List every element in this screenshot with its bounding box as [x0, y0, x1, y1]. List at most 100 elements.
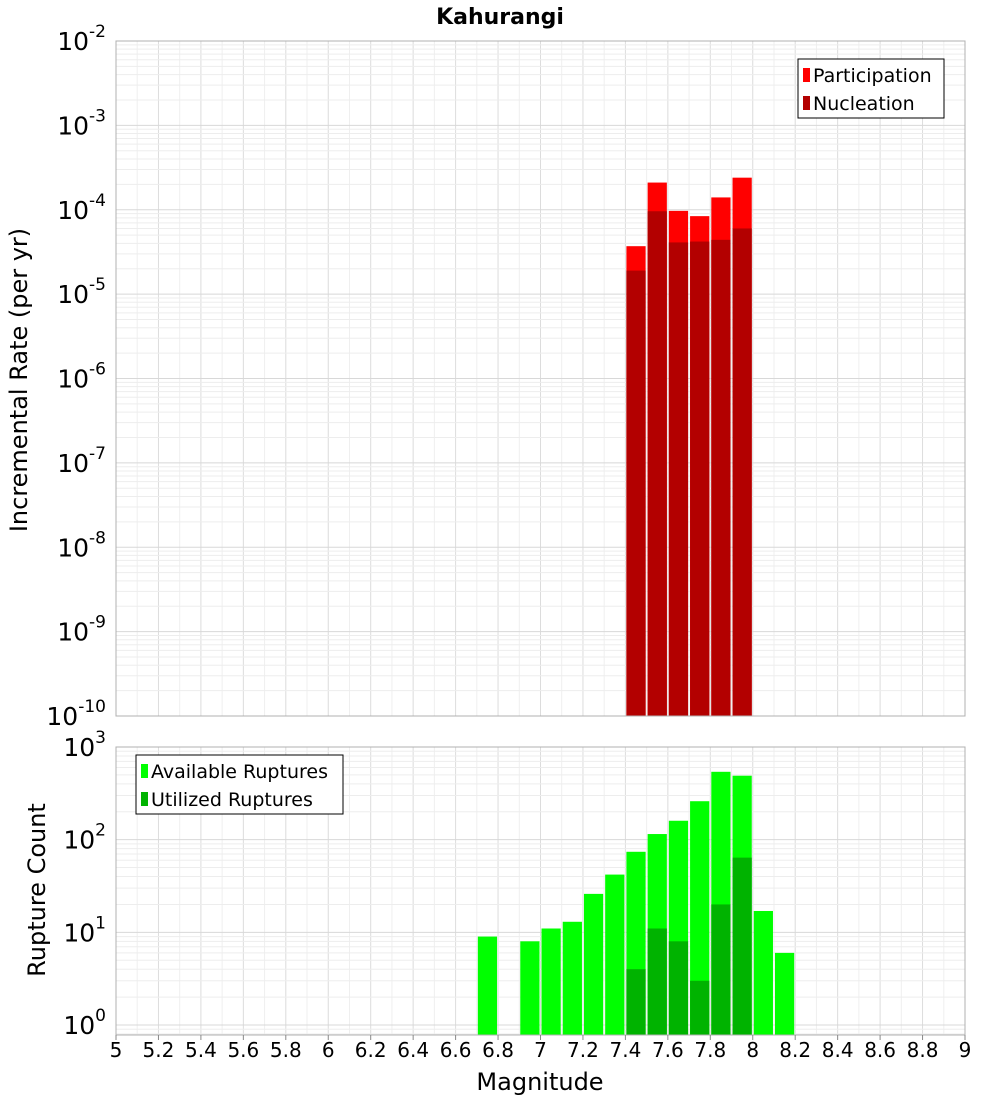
y-tick-label: 10-6 [57, 360, 106, 394]
x-tick-label: 5.8 [270, 1038, 302, 1062]
legend-box [797, 58, 945, 119]
x-tick-label: 8.6 [864, 1038, 896, 1062]
x-tick-label: 8.4 [822, 1038, 854, 1062]
y-tick-base: 10 [46, 702, 78, 731]
y-tick-exponent: -6 [89, 360, 106, 380]
x-tick-label: 9 [959, 1038, 972, 1062]
x-tick-label: 8 [746, 1038, 759, 1062]
legend-label: Participation [813, 65, 932, 87]
legend-swatch [803, 96, 810, 110]
x-tick-label: 7 [534, 1038, 547, 1062]
y-tick-exponent: -5 [89, 275, 106, 295]
x-tick-label: 8.8 [907, 1038, 939, 1062]
nucleation-bar [668, 242, 689, 716]
x-tick-label: 7.8 [694, 1038, 726, 1062]
x-tick-label: 5.4 [185, 1038, 217, 1062]
bottom-plot-legend: Available Ruptures Utilized Ruptures [135, 754, 344, 815]
y-tick-exponent: -7 [89, 444, 106, 464]
top-plot-legend: Participation Nucleation [797, 58, 945, 119]
legend-box [135, 754, 344, 815]
y-tick-label: 10-5 [57, 275, 106, 309]
x-tick-label: 6.4 [397, 1038, 429, 1062]
y-tick-base: 10 [57, 280, 89, 309]
x-axis-label: Magnitude [476, 1068, 603, 1096]
y-tick-base: 10 [63, 733, 95, 762]
y-tick-label: 10-10 [46, 697, 106, 731]
y-tick-label: 101 [63, 913, 106, 947]
available-ruptures-bar [562, 921, 582, 1035]
utilized-ruptures-bar [626, 969, 646, 1035]
y-tick-base: 10 [57, 449, 89, 478]
utilized-ruptures-bar [732, 857, 752, 1035]
nucleation-bar [711, 239, 731, 716]
legend-swatch [141, 764, 148, 778]
y-tick-label: 10-3 [57, 106, 106, 140]
y-tick-label: 102 [63, 821, 106, 855]
y-tick-exponent: -10 [78, 697, 106, 717]
y-tick-label: 10-7 [57, 444, 106, 478]
legend-swatch [141, 792, 148, 806]
y-tick-exponent: 2 [95, 821, 106, 841]
legend-label: Nucleation [813, 93, 915, 115]
y-tick-base: 10 [57, 27, 89, 56]
available-ruptures-bar [541, 928, 561, 1035]
legend-label: Available Ruptures [151, 761, 328, 783]
available-ruptures-bar [477, 936, 498, 1035]
x-tick-label: 5.6 [227, 1038, 259, 1062]
x-tick-label: 8.2 [779, 1038, 811, 1062]
top-plot-bars [626, 177, 752, 717]
y-tick-exponent: -8 [89, 528, 106, 548]
y-tick-base: 10 [63, 918, 95, 947]
y-tick-label: 103 [63, 728, 106, 762]
x-tick-label: 7.4 [609, 1038, 641, 1062]
y-tick-base: 10 [57, 533, 89, 562]
x-tick-label: 7.2 [567, 1038, 599, 1062]
nucleation-bar [732, 228, 752, 716]
x-tick-label: 6 [322, 1038, 335, 1062]
x-tick-label: 6.2 [355, 1038, 387, 1062]
utilized-ruptures-bar [711, 904, 731, 1035]
available-ruptures-bar [774, 952, 795, 1035]
y-tick-base: 10 [57, 618, 89, 647]
available-ruptures-bar [753, 910, 773, 1035]
y-tick-base: 10 [63, 1011, 95, 1040]
available-ruptures-bar [583, 893, 604, 1035]
x-tick-label: 5.2 [143, 1038, 175, 1062]
x-tick-label: 6.8 [482, 1038, 514, 1062]
x-tick-label: 7.6 [652, 1038, 684, 1062]
y-tick-exponent: 1 [95, 913, 106, 933]
y-tick-exponent: -9 [89, 613, 106, 633]
top-plot-area [115, 40, 966, 717]
x-tick-label: 5 [110, 1038, 123, 1062]
y-tick-base: 10 [57, 111, 89, 140]
y-tick-label: 10-9 [57, 613, 106, 647]
y-tick-exponent: -4 [89, 191, 106, 211]
x-tick-label: 6.6 [440, 1038, 472, 1062]
available-ruptures-bar [520, 941, 540, 1035]
y-tick-exponent: 3 [95, 728, 106, 748]
y-tick-exponent: 0 [95, 1006, 106, 1026]
bottom-plot-y-axis-label: Rupture Count [23, 803, 51, 977]
top-plot-y-axis-label: Incremental Rate (per yr) [5, 228, 33, 532]
utilized-ruptures-bar [690, 980, 710, 1035]
y-tick-base: 10 [63, 826, 95, 855]
y-tick-exponent: -2 [89, 22, 106, 42]
y-tick-label: 100 [63, 1006, 106, 1040]
nucleation-bar [690, 241, 710, 717]
y-tick-exponent: -3 [89, 106, 106, 126]
y-tick-base: 10 [57, 365, 89, 394]
y-tick-label: 10-4 [57, 191, 106, 225]
legend-label: Utilized Ruptures [151, 789, 313, 811]
available-ruptures-bar [690, 801, 710, 1035]
nucleation-bar [626, 270, 646, 716]
chart-title: Kahurangi [436, 5, 564, 30]
available-ruptures-bar [605, 874, 625, 1035]
nucleation-bar [647, 211, 667, 717]
utilized-ruptures-bar [668, 941, 689, 1035]
y-tick-label: 10-8 [57, 528, 106, 562]
y-tick-base: 10 [57, 196, 89, 225]
